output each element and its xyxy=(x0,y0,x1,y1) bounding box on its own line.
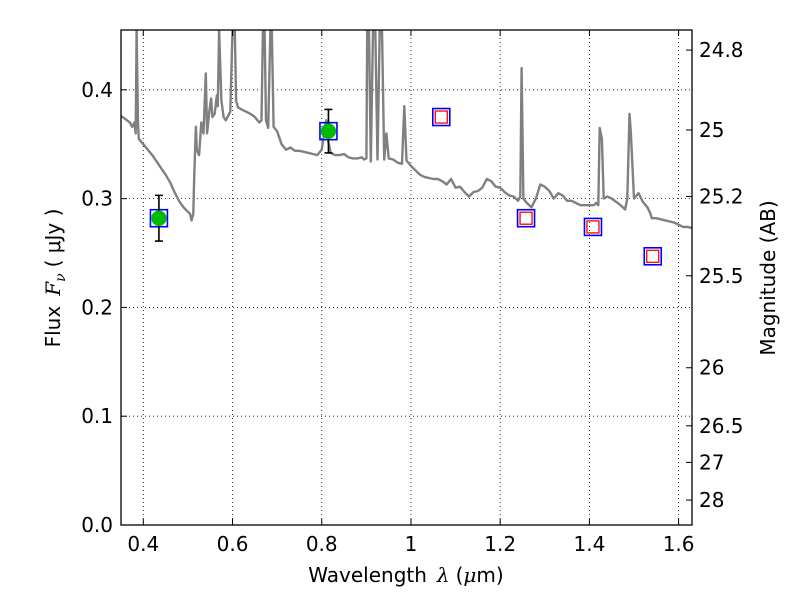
x-axis-label: Wavelength λ (μm) xyxy=(308,563,503,587)
x-tick-label: 1.6 xyxy=(663,532,695,556)
predicted-square xyxy=(586,220,600,234)
model-bandpass-square xyxy=(516,208,536,228)
model-bandpass-square xyxy=(431,107,451,127)
marker-layer xyxy=(149,107,663,266)
y2-tick-label: 25.2 xyxy=(699,184,744,208)
predicted-square xyxy=(646,249,660,263)
x-tick-label: 1.2 xyxy=(484,532,516,556)
x-tick-label: 0.6 xyxy=(217,532,249,556)
y-tick-label: 0.2 xyxy=(81,295,113,319)
x-tick-label: 1.4 xyxy=(573,532,605,556)
y2-tick-label: 28 xyxy=(699,488,724,512)
model-bandpass-square xyxy=(643,246,663,266)
x-tick-label: 0.8 xyxy=(306,532,338,556)
y2-tick-label: 24.8 xyxy=(699,38,744,62)
observed-point xyxy=(320,123,337,139)
predicted-square xyxy=(519,211,533,225)
ticks-layer: 0.4 0.6 0.8 1 1.2 1.4 1.6 0.0 0.1 0.2 0.3 0.4 24.8 25… xyxy=(81,30,744,556)
observed-point xyxy=(151,210,167,226)
predicted-square xyxy=(434,110,448,124)
y2-tick-label: 27 xyxy=(699,450,724,474)
x-tick-label: 1 xyxy=(405,532,418,556)
y2-tick-label: 26 xyxy=(699,356,724,380)
x-tick-label: 0.4 xyxy=(127,532,159,556)
y-tick-label: 0.1 xyxy=(81,404,113,428)
y2-tick-label: 25.5 xyxy=(699,264,744,288)
grid-layer xyxy=(121,30,692,526)
y-tick-label: 0.3 xyxy=(81,187,113,211)
plot-frame xyxy=(120,29,693,526)
model-spectrum-line xyxy=(121,30,692,230)
y-tick-label: 0.4 xyxy=(81,78,113,102)
y-axis-label: FluxFν( μJy ) xyxy=(41,209,69,348)
model-bandpass-square xyxy=(583,217,603,237)
spectrum-layer xyxy=(121,30,692,230)
y-tick-label: 0.0 xyxy=(81,513,113,537)
y2-axis-label: Magnitude (AB) xyxy=(756,200,780,355)
y2-tick-label: 26.5 xyxy=(699,414,744,438)
y2-tick-label: 25 xyxy=(699,118,724,142)
